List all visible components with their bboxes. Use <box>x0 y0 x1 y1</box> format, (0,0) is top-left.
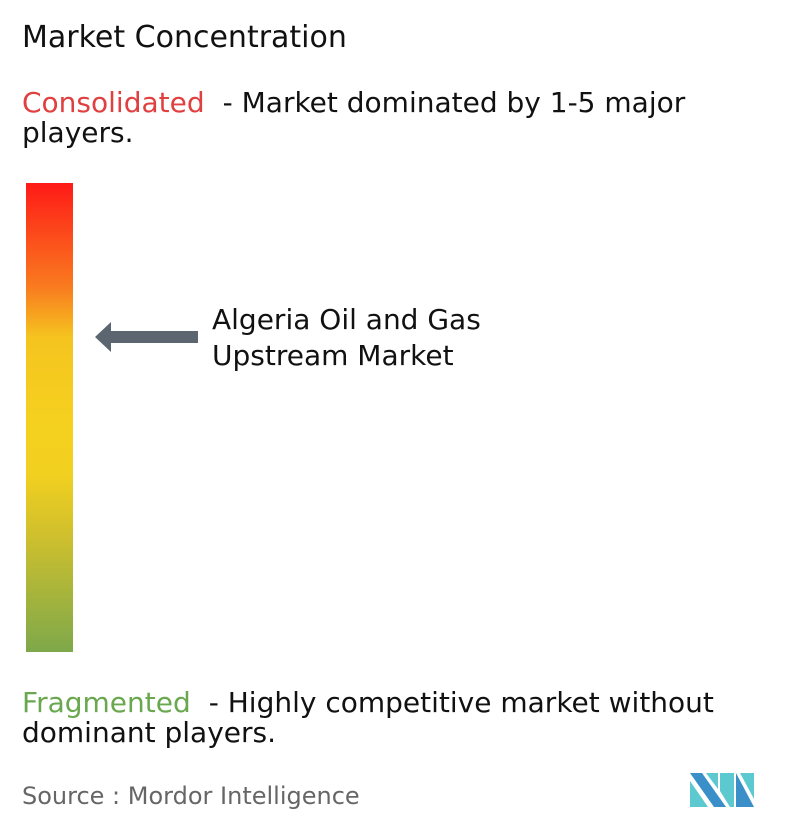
fragmented-label: Fragmented <box>22 686 191 719</box>
concentration-gradient-bar <box>26 183 73 652</box>
page-title: Market Concentration <box>22 20 347 55</box>
market-label: Algeria Oil and Gas Upstream Market <box>212 303 481 372</box>
fragmented-description: Fragmented - Highly competitive market wi… <box>22 688 792 748</box>
consolidated-text: - Market dominated by 1-5 major players. <box>22 86 686 149</box>
mordor-intelligence-logo <box>690 773 754 807</box>
consolidated-label: Consolidated <box>22 86 205 119</box>
fragmented-text: - Highly competitive market without domi… <box>22 686 714 749</box>
arrow-left-icon <box>95 322 198 352</box>
consolidated-description: Consolidated - Market dominated by 1-5 ma… <box>22 88 792 148</box>
source-text: Source : Mordor Intelligence <box>22 782 360 810</box>
